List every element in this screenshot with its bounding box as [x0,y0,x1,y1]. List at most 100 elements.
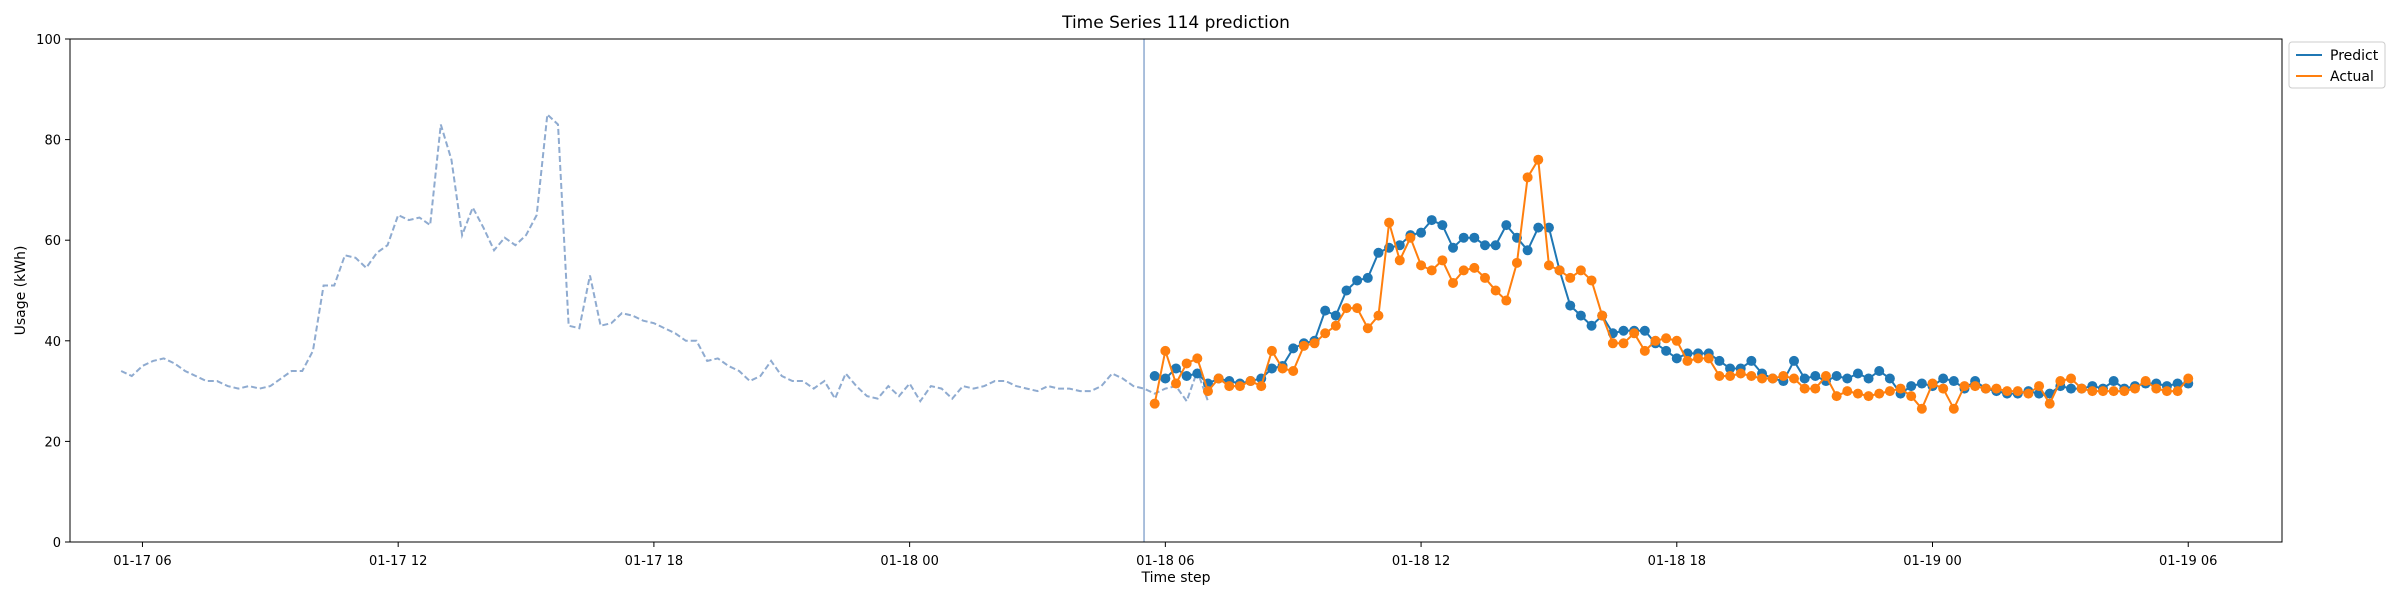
actual-point [2108,386,2119,397]
actual-point [1938,383,1949,394]
predict-point [1575,310,1586,321]
predict-point [1266,363,1277,374]
actual-point [1352,303,1363,314]
actual-point [2066,373,2077,384]
actual-point [1693,353,1704,364]
predict-point [1448,242,1459,253]
y-tick-label: 100 [36,33,61,48]
predict-point [1458,232,1469,243]
actual-point [1224,381,1235,392]
x-tick-label: 01-17 12 [369,554,427,569]
actual-point [1884,386,1895,397]
actual-point [2097,386,2108,397]
predict-point [1362,272,1373,283]
actual-point [1714,371,1725,382]
actual-point [2129,383,2140,394]
actual-point [1192,353,1203,364]
actual-point [1213,373,1224,384]
actual-point [1522,172,1533,183]
predict-point [1437,220,1448,231]
predict-point [1565,300,1576,311]
actual-point [1863,391,1874,402]
actual-point [1160,345,1171,356]
actual-point [1970,381,1981,392]
series-actual [1149,154,2194,414]
predict-point [1725,363,1736,374]
predict-point [1852,368,1863,379]
actual-point [1746,371,1757,382]
predict-point [1948,376,1959,387]
actual-point [2172,386,2183,397]
actual-point [1202,386,1213,397]
actual-point [2002,386,2013,397]
predict-point [1501,220,1512,231]
actual-point [1852,388,1863,399]
history-series-line [120,112,1209,404]
actual-point [1309,338,1320,349]
actual-point [1650,335,1661,346]
x-tick-label: 01-19 00 [1903,554,1961,569]
predict-point [1330,310,1341,321]
actual-point [1384,217,1395,228]
actual-point [2055,376,2066,387]
actual-point [1554,265,1565,276]
x-tick-label: 01-17 18 [625,554,683,569]
actual-point [1394,255,1405,266]
predict-point [1916,378,1927,389]
predict-point [1394,240,1405,251]
actual-point [2151,383,2162,394]
actual-point [1288,365,1299,376]
predict-point [1522,245,1533,256]
predict-point [1426,215,1437,226]
x-tick-label: 01-19 06 [2159,554,2217,569]
y-axis-label: Usage (kWh) [13,246,29,336]
actual-point [1906,391,1917,402]
predict-point [1863,373,1874,384]
actual-point [1607,338,1618,349]
actual-point [2087,386,2098,397]
actual-point [1533,154,1544,165]
actual-point [1405,232,1416,243]
actual-point [1490,285,1501,296]
predict-point [1373,247,1384,258]
actual-point [1703,353,1714,364]
predict-point [1320,305,1331,316]
legend-label-actual: Actual [2330,69,2374,85]
y-tick-label: 40 [44,335,61,350]
actual-point [1330,320,1341,331]
actual-point [1991,383,2002,394]
actual-point [1842,386,1853,397]
predict-point [1661,345,1672,356]
actual-point [2023,388,2034,399]
predict-point [1639,325,1650,336]
predict-point [1831,371,1842,382]
actual-point [1831,391,1842,402]
predict-point [1586,320,1597,331]
chart-title: Time Series 114 prediction [1061,13,1290,33]
actual-point [1980,383,1991,394]
predict-point [1671,353,1682,364]
actual-point [2034,381,2045,392]
predict-point [1490,240,1501,251]
actual-point [1298,340,1309,351]
y-axis: 0 20 40 60 80 100 [36,33,70,551]
x-axis-label: Time step [1141,570,1211,586]
actual-point [1767,373,1778,384]
predict-point [2172,378,2183,389]
actual-point [1639,345,1650,356]
actual-point [1501,295,1512,306]
actual-point [1927,378,1938,389]
x-tick-label: 01-18 06 [1136,554,1194,569]
actual-point [1757,373,1768,384]
actual-point [1511,257,1522,268]
actual-point [2012,386,2023,397]
predict-point [1618,325,1629,336]
y-tick-label: 80 [44,134,61,149]
actual-point [1234,381,1245,392]
actual-point [2044,398,2055,409]
predict-point [1938,373,1949,384]
x-tick-label: 01-18 12 [1392,554,1450,569]
actual-point [2183,373,2194,384]
predict-point [1469,232,1480,243]
